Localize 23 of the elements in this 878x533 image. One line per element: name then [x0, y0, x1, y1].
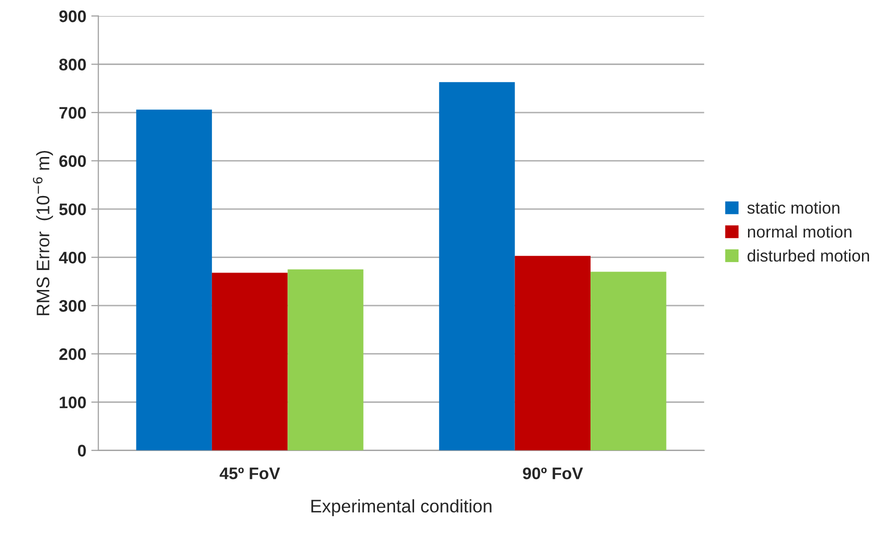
bar — [288, 269, 364, 450]
x-tick-label: 45º FoV — [220, 468, 280, 480]
y-tick-label: 700 — [59, 106, 86, 119]
y-tick-label: 800 — [59, 58, 86, 70]
y-tick-label: 300 — [59, 300, 86, 312]
bar — [590, 272, 666, 450]
bar — [514, 256, 591, 450]
legend-label: disturbed motion — [748, 249, 870, 262]
y-tick-label: 500 — [59, 203, 86, 216]
y-tick-label: 400 — [58, 252, 86, 264]
bar — [136, 110, 212, 450]
y-tick-label: 600 — [59, 155, 86, 167]
y-axis-title: RMS Error (10$^{−6}$ m) — [32, 150, 53, 316]
bar — [439, 82, 515, 450]
bar — [212, 272, 288, 450]
y-tick-label: 100 — [60, 396, 86, 408]
y-tick-label: 0 — [78, 444, 86, 457]
x-axis-title: Experimental condition — [311, 499, 492, 516]
legend-label: static motion — [747, 202, 840, 214]
y-tick-label: 200 — [59, 348, 86, 360]
legend-label: normal motion — [748, 225, 852, 238]
x-tick-label: 90º FoV — [522, 467, 583, 480]
y-tick-label: 900 — [59, 10, 86, 22]
